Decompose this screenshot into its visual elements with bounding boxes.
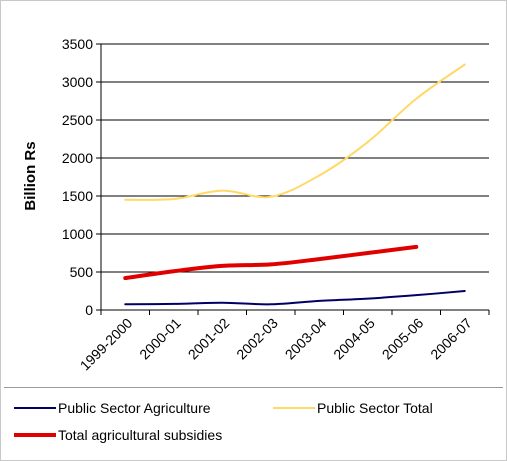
series-line-public-sector-agriculture	[124, 290, 466, 306]
x-tick-label: 2003-04	[282, 315, 330, 363]
y-tick-label: 2500	[62, 112, 93, 128]
x-tick-label: 2004-05	[330, 315, 378, 363]
y-axis-title: Billion Rs	[22, 141, 39, 210]
x-tick-label: 1999-2000	[77, 315, 136, 374]
y-tick-label: 3500	[62, 36, 93, 52]
legend-swatch-public-sector-total	[273, 407, 315, 409]
y-tick-label: 0	[85, 302, 93, 318]
y-tick-label: 1500	[62, 188, 93, 204]
x-tick-label: 2000-01	[136, 315, 184, 363]
x-tick-label: 2005-06	[379, 315, 427, 363]
gridlines	[100, 43, 489, 311]
x-tick-label: 2002-03	[233, 315, 281, 363]
legend: Public Sector Agriculture Public Sector …	[4, 387, 503, 460]
y-axis-ticks: 0 500 1000 1500 2000 2500 3000 3500	[62, 36, 101, 318]
series-line-public-sector-total	[124, 63, 466, 201]
legend-label-public-sector-agriculture: Public Sector Agriculture	[58, 400, 211, 416]
y-tick-label: 2000	[62, 150, 93, 166]
y-tick-label: 3000	[62, 74, 93, 90]
legend-swatch-total-agricultural-subsidies	[14, 433, 56, 437]
legend-label-public-sector-total: Public Sector Total	[317, 400, 433, 416]
series-lines	[123, 63, 466, 306]
x-axis-ticks: 1999-2000 2000-01 2001-02 2002-03 2003-04 200…	[77, 310, 490, 374]
series-line-total-agricultural-subsidies	[123, 244, 419, 281]
x-tick-label: 2001-02	[185, 315, 233, 363]
legend-swatch-public-sector-agriculture	[14, 407, 56, 409]
legend-item-public-sector-agriculture: Public Sector Agriculture	[14, 400, 211, 416]
x-tick-label: 2006-07	[427, 315, 475, 363]
legend-item-public-sector-total: Public Sector Total	[273, 400, 433, 416]
legend-item-total-agricultural-subsidies: Total agricultural subsidies	[14, 427, 222, 443]
y-tick-label: 500	[70, 264, 94, 280]
y-tick-label: 1000	[62, 226, 93, 242]
legend-label-total-agricultural-subsidies: Total agricultural subsidies	[58, 427, 223, 443]
